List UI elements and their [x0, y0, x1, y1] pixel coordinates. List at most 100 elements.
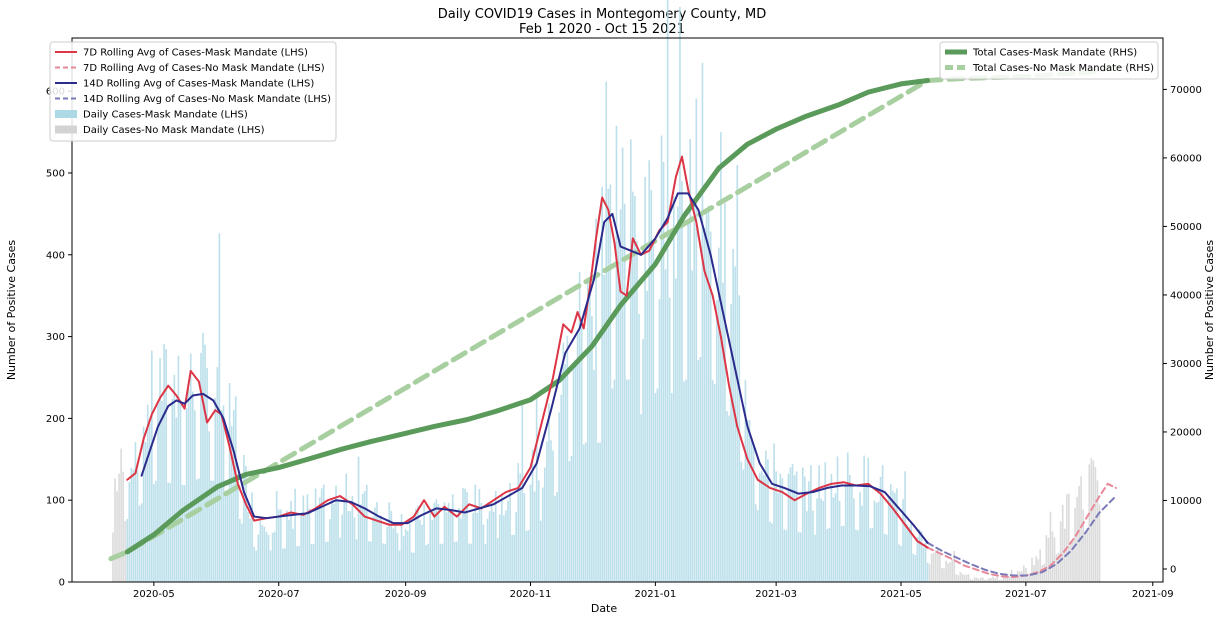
x-tick-label: 2021-09 — [1132, 589, 1174, 600]
bar-daily-mask — [515, 512, 517, 582]
bar-daily-mask — [918, 529, 921, 582]
y-left-tick-label: 0 — [59, 578, 65, 589]
bar-daily-mask — [239, 519, 241, 582]
bar-daily-mask — [361, 493, 364, 582]
bar-daily-mask — [908, 526, 911, 582]
bar-daily-mask — [572, 363, 575, 582]
bar-daily-mask — [883, 533, 886, 582]
bar-daily-mask — [151, 350, 153, 582]
bar-daily-no-mask — [1084, 531, 1087, 582]
bar-daily-mask — [410, 552, 413, 582]
bar-daily-mask — [699, 357, 702, 582]
bar-daily-no-mask — [992, 576, 994, 582]
bar-daily-mask — [443, 502, 446, 582]
bar-daily-mask — [718, 247, 720, 582]
bar-daily-mask — [638, 313, 640, 582]
bar-daily-mask — [484, 543, 487, 582]
bar-daily-mask — [376, 502, 378, 582]
bar-daily-mask — [128, 482, 131, 582]
bar-daily-mask — [666, 0, 669, 583]
bar-daily-mask — [658, 299, 661, 582]
bar-daily-no-mask — [1022, 565, 1025, 582]
bar-daily-mask — [431, 520, 434, 582]
bar-daily-mask — [609, 184, 612, 582]
bar-daily-mask — [863, 455, 865, 582]
bar-daily-mask — [525, 530, 528, 582]
bar-daily-mask — [198, 478, 200, 582]
x-tick-label: 2021-03 — [755, 589, 797, 600]
bar-daily-mask — [654, 393, 657, 582]
bar-daily-mask — [406, 531, 409, 582]
bar-daily-mask — [634, 196, 636, 583]
bar-daily-no-mask — [1070, 541, 1072, 582]
bar-daily-mask — [582, 444, 585, 582]
bar-daily-mask — [181, 484, 184, 582]
bar-daily-mask — [889, 484, 892, 582]
bar-daily-mask — [492, 511, 495, 582]
y-right-tick-label: 50000 — [1170, 222, 1202, 233]
legend-label: 14D Rolling Avg of Cases-Mask Mandate (L… — [83, 79, 314, 90]
bar-daily-no-mask — [955, 574, 958, 582]
bar-daily-mask — [722, 282, 724, 582]
y-right-tick-label: 60000 — [1170, 153, 1202, 164]
bar-daily-mask — [185, 408, 188, 582]
bar-daily-mask — [142, 426, 145, 582]
bar-daily-mask — [386, 526, 389, 582]
bar-daily-mask — [347, 511, 350, 582]
bar-daily-mask — [914, 555, 917, 582]
bar-daily-mask — [189, 353, 192, 582]
bar-daily-mask — [740, 461, 743, 582]
bar-daily-mask — [537, 480, 540, 582]
bar-daily-mask — [456, 541, 458, 582]
bar-daily-no-mask — [1006, 574, 1009, 582]
bar-daily-mask — [853, 498, 855, 582]
bar-daily-no-mask — [969, 579, 972, 582]
bar-daily-mask — [806, 511, 808, 582]
bar-daily-mask — [754, 504, 757, 582]
bar-daily-no-mask — [1090, 458, 1093, 582]
bar-daily-no-mask — [1051, 531, 1054, 582]
bar-daily-mask — [458, 508, 460, 582]
bar-daily-mask — [425, 545, 427, 582]
bar-daily-no-mask — [1057, 552, 1060, 582]
bar-daily-no-mask — [980, 577, 982, 582]
bar-daily-mask — [247, 512, 249, 582]
bar-daily-mask — [496, 537, 499, 582]
bar-daily-mask — [818, 465, 820, 582]
bar-daily-mask — [249, 518, 251, 582]
bar-daily-no-mask — [951, 558, 953, 582]
y-axis-right-label: Number of Positive Cases — [1203, 240, 1216, 381]
y-right-tick-label: 40000 — [1170, 290, 1202, 301]
bar-daily-mask — [875, 502, 878, 582]
bar-daily-mask — [310, 544, 313, 582]
bar-daily-mask — [415, 508, 417, 582]
bar-daily-no-mask — [1059, 521, 1062, 582]
bar-daily-mask — [529, 484, 532, 582]
bar-daily-mask — [343, 500, 346, 582]
bar-daily-no-mask — [1008, 576, 1011, 582]
bar-daily-mask — [312, 543, 315, 582]
bar-daily-mask — [695, 98, 698, 583]
bar-daily-no-mask — [1061, 504, 1064, 582]
bar-daily-mask — [619, 209, 622, 583]
bar-daily-mask — [363, 491, 366, 582]
bar-daily-mask — [210, 480, 213, 582]
bar-daily-mask — [810, 465, 812, 582]
bar-daily-mask — [679, 6, 681, 583]
bar-daily-no-mask — [941, 567, 943, 582]
bar-daily-mask — [306, 494, 309, 582]
bar-daily-mask — [750, 437, 753, 582]
bar-daily-mask — [282, 548, 284, 582]
bar-daily-mask — [697, 360, 700, 582]
bar-daily-mask — [550, 440, 552, 582]
bar-daily-mask — [521, 405, 524, 582]
bar-daily-mask — [161, 401, 163, 582]
bar-daily-no-mask — [953, 550, 956, 582]
bar-daily-no-mask — [1041, 565, 1044, 582]
bar-daily-no-mask — [1002, 576, 1005, 582]
bar-daily-no-mask — [928, 564, 931, 582]
bar-daily-mask — [449, 509, 452, 582]
bar-daily-mask — [257, 534, 260, 582]
bar-daily-mask — [169, 483, 172, 582]
bar-daily-mask — [640, 414, 642, 582]
